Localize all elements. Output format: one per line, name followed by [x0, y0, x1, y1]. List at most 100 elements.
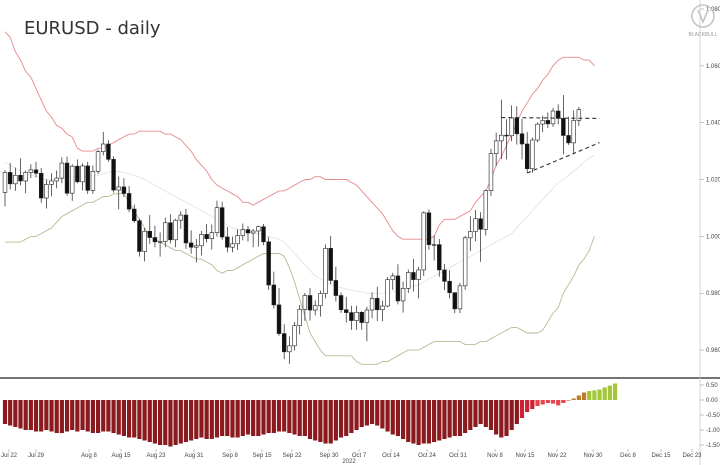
oscillator-bar: [437, 400, 442, 441]
candle: [38, 167, 44, 203]
candle: [271, 271, 277, 309]
candle-body: [312, 305, 318, 311]
candle-body: [406, 272, 411, 289]
date-tick-label: Nov 30: [583, 453, 603, 459]
candle-body: [173, 219, 178, 241]
candle-body: [168, 222, 173, 241]
oscillator-bar: [540, 400, 545, 405]
oscillator-bar: [2, 400, 8, 424]
candle-body: [375, 298, 380, 311]
candle: [116, 176, 121, 210]
oscillator-bar: [602, 387, 607, 400]
candle-body: [524, 143, 530, 170]
oscillator-bar: [168, 400, 173, 447]
oscillator-bar: [28, 400, 33, 430]
candle: [421, 211, 426, 276]
candle: [323, 244, 328, 299]
oscillator-bar: [416, 400, 421, 445]
candle-body: [33, 169, 39, 174]
oscillator-bar: [121, 400, 127, 436]
candle-body: [431, 244, 437, 246]
candle-body: [535, 123, 540, 141]
candle-body: [478, 218, 483, 230]
candle-body: [235, 235, 240, 245]
candle-body: [421, 212, 426, 271]
oscillator-bar: [514, 400, 519, 424]
candle: [550, 107, 556, 127]
oscillator-tick-label: -1.50: [706, 443, 720, 449]
candle-body: [328, 248, 333, 281]
oscillator-bar: [256, 400, 261, 436]
candle-body: [292, 325, 297, 347]
oscillator-bar: [111, 400, 116, 433]
candle-body: [256, 226, 261, 232]
date-tick-label: Oct 31: [449, 453, 467, 459]
oscillator-bar: [173, 400, 178, 445]
candle-body: [75, 165, 80, 183]
candle: [121, 178, 127, 198]
candle: [390, 273, 395, 290]
oscillator-bar: [183, 400, 189, 442]
candle-body: [400, 288, 406, 302]
candle-body: [395, 275, 401, 302]
candle: [468, 216, 473, 252]
candle: [49, 173, 54, 197]
oscillator-bar: [452, 400, 457, 436]
candle-body: [271, 284, 277, 306]
candle-body: [287, 345, 292, 353]
candle: [576, 107, 582, 127]
logo-mark-icon: [697, 9, 709, 25]
date-tick-label: Aug 23: [146, 453, 166, 459]
candle-body: [225, 236, 230, 248]
candle-body: [514, 117, 520, 135]
candle-body: [369, 298, 375, 311]
candle: [7, 163, 13, 190]
oscillator-bar: [447, 400, 452, 438]
candle: [344, 296, 349, 323]
oscillator-tick-label: -1.00: [706, 428, 720, 434]
candle-body: [152, 237, 158, 243]
oscillator-bar: [400, 400, 406, 439]
candle-body: [281, 333, 287, 353]
candle-body: [204, 234, 209, 239]
candle: [199, 230, 204, 256]
candle-body: [147, 230, 152, 238]
candle: [452, 292, 457, 314]
oscillator-bar: [473, 400, 478, 427]
candle-body: [157, 241, 163, 243]
oscillator-bar: [85, 400, 90, 432]
candle-body: [106, 143, 111, 160]
oscillator-bar: [106, 400, 111, 432]
candle: [566, 116, 571, 145]
candle-body: [380, 305, 385, 311]
candle: [230, 236, 235, 253]
oscillator-bar: [499, 400, 504, 438]
oscillator-bar: [587, 391, 592, 400]
oscillator-bar: [307, 400, 313, 439]
candle-body: [571, 120, 576, 144]
oscillator-bar: [380, 400, 385, 429]
candle: [173, 218, 178, 248]
oscillator-bar: [230, 400, 235, 438]
candle: [256, 225, 261, 247]
oscillator-bar: [23, 400, 28, 430]
oscillator-bar: [126, 400, 132, 438]
oscillator-bar: [328, 400, 333, 444]
candle-body: [426, 212, 432, 245]
candle: [431, 235, 437, 261]
candle: [426, 209, 432, 250]
candle: [13, 167, 18, 191]
candle-body: [116, 186, 121, 191]
candle-body: [323, 248, 328, 294]
candle-body: [13, 174, 18, 185]
candle-body: [437, 244, 442, 271]
candle-body: [442, 269, 447, 282]
oscillator-bar: [90, 400, 95, 433]
date-tick-label: Sep 22: [282, 453, 302, 459]
oscillator-bar: [287, 400, 292, 433]
candle: [281, 324, 287, 360]
candle-body: [509, 117, 514, 137]
candle: [137, 218, 142, 257]
candle-body: [44, 184, 49, 199]
oscillator-histogram: [2, 383, 618, 447]
